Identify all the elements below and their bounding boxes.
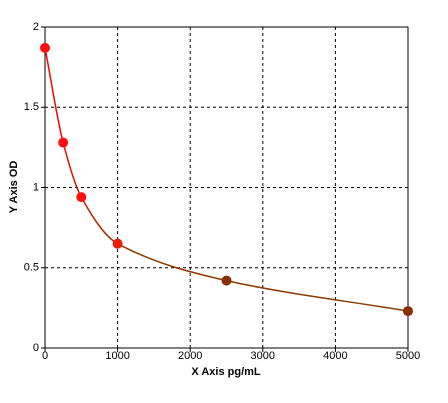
y-tick-label: 1.5 xyxy=(24,101,39,113)
data-point xyxy=(221,275,232,286)
x-tick-label: 4000 xyxy=(323,350,347,362)
x-tick-label: 0 xyxy=(42,350,48,362)
x-tick-label: 2000 xyxy=(178,350,202,362)
x-tick-label: 3000 xyxy=(251,350,275,362)
x-axis-label: X Axis pg/mL xyxy=(191,366,261,378)
data-point xyxy=(40,42,50,53)
data-point xyxy=(403,306,413,317)
plot-frame xyxy=(44,26,409,349)
y-tick-label: 1 xyxy=(33,181,39,193)
data-point xyxy=(76,192,87,203)
data-point xyxy=(58,137,69,148)
x-tick-label: 5000 xyxy=(396,350,420,362)
y-tick-label: 2 xyxy=(33,21,39,33)
y-tick-label: 0.5 xyxy=(24,262,39,274)
data-point xyxy=(112,238,123,249)
x-tick-label: 1000 xyxy=(105,350,129,362)
y-axis-label: Y Axis OD xyxy=(8,161,20,214)
y-tick-label: 0 xyxy=(33,342,39,354)
